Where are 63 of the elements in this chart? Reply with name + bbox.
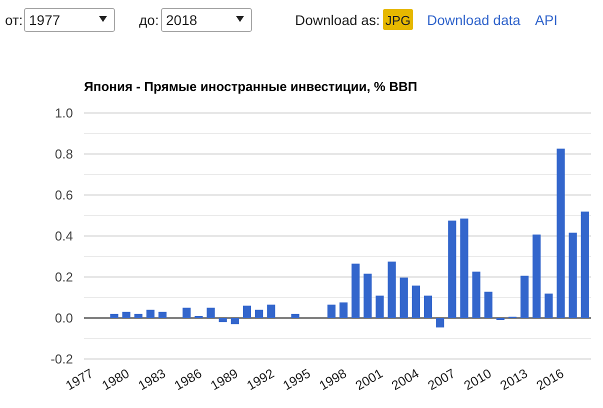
bar xyxy=(460,218,468,318)
bar xyxy=(255,310,264,318)
bar xyxy=(242,306,252,318)
bar xyxy=(388,262,396,318)
x-tick-label: 2016 xyxy=(534,366,566,394)
bar xyxy=(568,232,577,318)
bar xyxy=(158,312,167,318)
x-tick-label: 2001 xyxy=(352,366,386,394)
x-tick-label: 1992 xyxy=(244,366,277,394)
y-tick-label: 0.4 xyxy=(54,228,73,244)
bar xyxy=(339,302,348,318)
text: JPG xyxy=(385,13,411,28)
y-tick-label: 0.6 xyxy=(54,188,73,202)
x-tick-label: 1995 xyxy=(280,366,313,394)
text: от: xyxy=(5,12,23,28)
bar xyxy=(412,286,420,318)
text: Download as: xyxy=(295,12,380,28)
x-tick-label: 2013 xyxy=(498,366,530,394)
bar xyxy=(580,212,589,318)
bar xyxy=(484,292,492,318)
bar xyxy=(230,318,239,324)
bar xyxy=(400,278,408,318)
bar xyxy=(424,296,432,318)
bar xyxy=(291,314,300,318)
bar xyxy=(134,314,142,318)
bar xyxy=(532,234,541,318)
bar xyxy=(218,318,227,322)
chart-title: Япония - Прямые иностранные инвестиции, % ВВП xyxy=(84,79,418,94)
x-tick-label: 2007 xyxy=(425,366,458,394)
y-tick-label: 0.8 xyxy=(54,146,73,162)
text: Download data xyxy=(427,12,521,28)
x-tick-label: 2010 xyxy=(461,366,494,394)
bar xyxy=(352,264,360,318)
bar xyxy=(364,274,372,318)
bar xyxy=(472,272,480,318)
y-tick-label: 1.0 xyxy=(54,106,73,120)
bar xyxy=(122,312,130,318)
y-tick-label: -0.2 xyxy=(50,352,73,366)
bar xyxy=(267,304,276,318)
bar xyxy=(448,220,456,318)
text: до: xyxy=(139,12,159,28)
x-tick-label: 1980 xyxy=(99,366,132,394)
y-tick-label: 0.2 xyxy=(54,270,73,284)
bar xyxy=(182,308,191,318)
bar xyxy=(206,308,215,318)
bar xyxy=(544,294,553,318)
bar xyxy=(556,148,565,318)
text: API xyxy=(535,12,558,28)
x-tick-label: 2004 xyxy=(388,366,422,394)
x-tick-label: 1977 xyxy=(63,366,96,394)
x-tick-label: 1986 xyxy=(172,366,204,394)
bar xyxy=(520,276,529,318)
y-tick-label: 0.0 xyxy=(54,310,73,326)
bar xyxy=(436,318,444,328)
bar xyxy=(146,310,154,318)
x-tick-label: 1998 xyxy=(316,366,350,394)
year-select: 2018 xyxy=(161,8,252,32)
year-select: 1977 xyxy=(24,8,115,32)
bar xyxy=(327,304,336,318)
bar xyxy=(110,314,118,318)
x-tick-label: 1989 xyxy=(208,366,240,394)
x-tick-label: 1983 xyxy=(135,366,168,394)
bar xyxy=(376,296,384,318)
